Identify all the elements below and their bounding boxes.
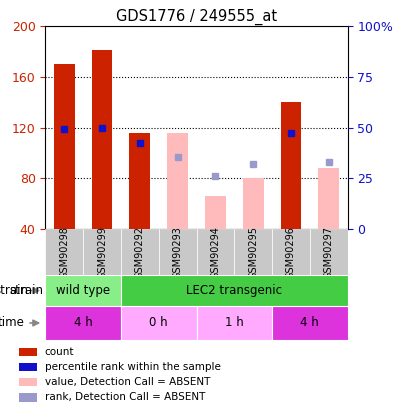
- Text: GSM90299: GSM90299: [97, 226, 107, 279]
- Bar: [159, 229, 197, 275]
- Text: GSM90292: GSM90292: [135, 226, 145, 279]
- Bar: [130, 133, 150, 229]
- Bar: [197, 306, 272, 340]
- Bar: [318, 168, 339, 229]
- Text: GSM90293: GSM90293: [173, 226, 182, 279]
- Text: percentile rank within the sample: percentile rank within the sample: [45, 362, 220, 372]
- Text: value, Detection Call = ABSENT: value, Detection Call = ABSENT: [45, 377, 210, 387]
- Text: time: time: [0, 316, 25, 330]
- Bar: [121, 306, 197, 340]
- Bar: [197, 229, 234, 275]
- Text: GSM90298: GSM90298: [59, 226, 69, 279]
- Bar: [167, 133, 188, 229]
- Title: GDS1776 / 249555_at: GDS1776 / 249555_at: [116, 9, 277, 25]
- Bar: [19, 378, 37, 386]
- Bar: [121, 275, 348, 306]
- Bar: [45, 306, 121, 340]
- Text: 0 h: 0 h: [149, 316, 168, 330]
- Text: wild type: wild type: [56, 284, 110, 297]
- Bar: [205, 196, 226, 229]
- Text: strain: strain: [0, 284, 28, 297]
- Text: 4 h: 4 h: [301, 316, 319, 330]
- Text: GSM90297: GSM90297: [324, 226, 334, 279]
- Bar: [280, 102, 301, 229]
- Bar: [92, 50, 113, 229]
- Bar: [45, 275, 121, 306]
- Text: strain: strain: [10, 284, 44, 297]
- Text: GSM90294: GSM90294: [211, 226, 220, 279]
- Text: count: count: [45, 347, 74, 357]
- Bar: [83, 229, 121, 275]
- Text: 1 h: 1 h: [225, 316, 244, 330]
- Text: 4 h: 4 h: [74, 316, 92, 330]
- Bar: [234, 229, 272, 275]
- Text: rank, Detection Call = ABSENT: rank, Detection Call = ABSENT: [45, 392, 205, 403]
- Bar: [310, 229, 348, 275]
- Bar: [19, 393, 37, 402]
- Bar: [19, 363, 37, 371]
- Bar: [19, 347, 37, 356]
- Bar: [121, 229, 159, 275]
- Bar: [272, 229, 310, 275]
- Text: GSM90296: GSM90296: [286, 226, 296, 279]
- Bar: [272, 306, 348, 340]
- Bar: [54, 64, 75, 229]
- Bar: [45, 229, 83, 275]
- Text: GSM90295: GSM90295: [248, 226, 258, 279]
- Bar: [243, 178, 263, 229]
- Text: LEC2 transgenic: LEC2 transgenic: [186, 284, 282, 297]
